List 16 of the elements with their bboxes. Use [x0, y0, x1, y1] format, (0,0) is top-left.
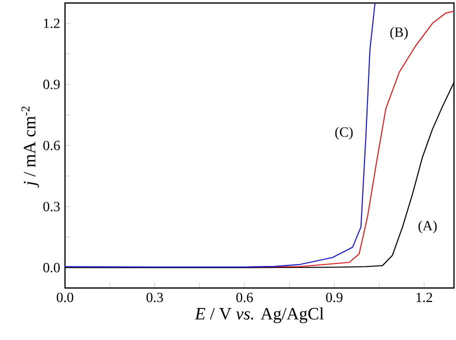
y-axis-title: j / mA cm$^{-2}$	[21, 106, 39, 188]
y-tick-label: 1.2	[44, 18, 60, 28]
x-tick-label: 0.3	[146, 292, 163, 302]
series-label: (B)	[390, 27, 408, 40]
x-axis-title: E / V vs. Ag/AgCl	[194, 307, 324, 324]
y-tick-label: 0.0	[43, 262, 60, 272]
x-tick-label: 0.6	[236, 292, 253, 302]
y-tick-label: 0.3	[43, 202, 60, 212]
x-tick-label: 0.9	[326, 292, 342, 302]
y-tick-label: 0.6	[43, 140, 60, 150]
x-tick-label: 0.0	[56, 292, 74, 302]
line-series	[65, 3, 376, 268]
x-tick-label: 1.2	[416, 292, 432, 302]
y-tick-label: 0.9	[43, 80, 60, 90]
series-label: (C)	[335, 126, 353, 140]
series-label: (A)	[418, 220, 437, 234]
